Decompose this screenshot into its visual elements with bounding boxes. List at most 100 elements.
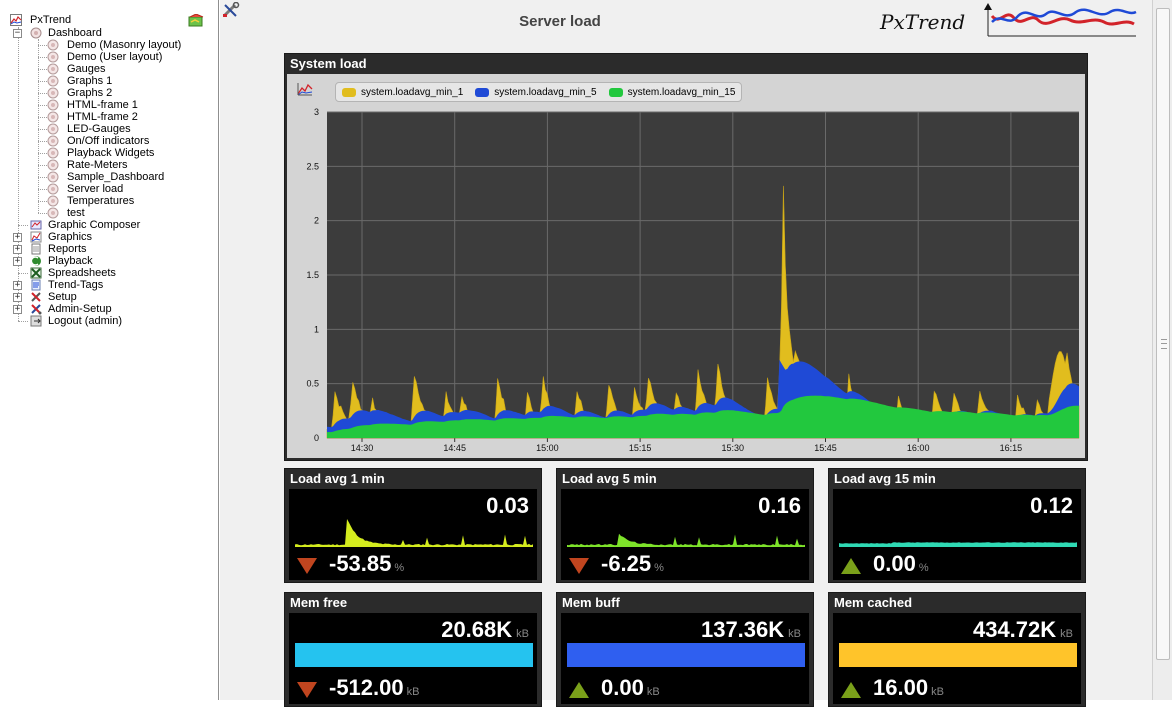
y-tick-label: 1.5: [306, 270, 319, 280]
widget-title: Load avg 5 min: [562, 471, 657, 486]
dashboard-item[interactable]: On/Off indicators: [38, 135, 208, 147]
widget-value-text: 0.12: [1030, 493, 1073, 518]
dashboard-item[interactable]: Gauges: [38, 63, 208, 75]
widget-mem-cached: Mem cached 434.72K kB 16.00 kB: [828, 592, 1086, 707]
tree-connector: [38, 93, 47, 94]
graphic-composer-icon: [30, 220, 42, 230]
refresh-icon[interactable]: [188, 14, 204, 27]
sidebar-item-spreadsheets[interactable]: Spreadsheets: [13, 267, 213, 279]
dashboard-page-icon: [47, 39, 59, 51]
collapse-toggle-icon[interactable]: −: [13, 28, 22, 38]
tree-item-dashboard[interactable]: − Dashboard: [13, 27, 213, 39]
x-tick-label: 15:15: [629, 443, 652, 453]
sidebar-item-setup[interactable]: + Setup: [13, 291, 213, 303]
sidebar-item-logout-admin[interactable]: Logout (admin): [13, 315, 213, 327]
spreadsheets-icon: [30, 267, 42, 279]
trend-down-icon: [569, 558, 589, 574]
dashboard-item[interactable]: Demo (User layout): [38, 51, 208, 63]
sidebar-item-graphics[interactable]: + Graphics: [13, 231, 213, 243]
pxtrend-icon: [10, 14, 22, 26]
dashboard-item[interactable]: Graphs 2: [38, 87, 208, 99]
chart-options-icon[interactable]: [297, 82, 313, 96]
expand-toggle-icon[interactable]: +: [13, 304, 22, 314]
dashboard-page-icon: [47, 87, 59, 99]
dashboard-item[interactable]: Server load: [38, 183, 208, 195]
widget-title: Load avg 1 min: [290, 471, 385, 486]
widget-value: 0.16: [758, 493, 801, 519]
dashboard-item[interactable]: Temperatures: [38, 195, 208, 207]
dashboard-item-label: HTML-frame 2: [67, 111, 138, 123]
dashboard-page-icon: [47, 195, 59, 207]
expand-toggle-icon[interactable]: +: [13, 292, 22, 302]
widget-load-avg-5-min: Load avg 5 min 0.16 -6.25%: [556, 468, 814, 583]
dashboard-item[interactable]: HTML-frame 1: [38, 99, 208, 111]
sparkline-area: [839, 542, 1077, 547]
widget-delta-text: 0.00: [873, 551, 916, 576]
widget-body: 0.12 0.00%: [833, 489, 1081, 580]
sidebar-item-label: Graphic Composer: [48, 219, 141, 231]
legend-label: system.loadavg_min_1: [361, 86, 464, 98]
dashboard-icon: [30, 27, 42, 39]
legend-item[interactable]: system.loadavg_min_5: [475, 87, 597, 98]
sidebar-item-label: Setup: [48, 291, 77, 303]
legend-item[interactable]: system.loadavg_min_15: [608, 87, 735, 98]
main-content: Server load PxTrend System load 0 0.5 1 1.5…: [220, 0, 1152, 707]
legend-swatch: [475, 87, 490, 97]
sparkline-area: [295, 519, 533, 547]
expand-toggle-icon[interactable]: +: [13, 256, 22, 266]
widget-load-avg-1-min: Load avg 1 min 0.03 -53.85%: [284, 468, 542, 583]
tree-connector: [38, 153, 47, 154]
dashboard-item[interactable]: Sample_Dashboard: [38, 171, 208, 183]
dashboard-page-icon: [47, 171, 59, 183]
expand-toggle-icon[interactable]: +: [13, 280, 22, 290]
tree-connector: [38, 129, 47, 130]
memory-bar-track: [839, 643, 1077, 667]
system-load-chart: 0 0.5 1 1.5 2 2.5 3 14:30 14:45 15:00 15:15 15:30 15…: [306, 107, 1080, 453]
tree-connector: [18, 225, 28, 226]
tools-icon[interactable]: [222, 2, 240, 18]
tree-root-label: PxTrend: [30, 14, 72, 26]
widget-title: Load avg 15 min: [834, 471, 936, 486]
vertical-scrollbar[interactable]: [1152, 0, 1172, 700]
tree-connector: [38, 105, 47, 106]
widget-title: Mem cached: [834, 595, 913, 610]
dashboard-item-label: Graphs 2: [67, 87, 113, 99]
dashboard-item-label: Playback Widgets: [67, 147, 155, 159]
widget-body: 434.72K kB 16.00 kB: [833, 613, 1081, 704]
playback-icon: [30, 256, 41, 266]
dashboard-item[interactable]: Playback Widgets: [38, 147, 208, 159]
dashboard-page-icon: [47, 63, 59, 75]
dashboard-item[interactable]: Demo (Masonry layout): [38, 39, 208, 51]
tree-connector: [38, 141, 47, 142]
widget-unit: kB: [788, 628, 801, 640]
dashboard-page-icon: [47, 51, 59, 63]
dashboard-item[interactable]: Graphs 1: [38, 75, 208, 87]
tree-root[interactable]: PxTrend: [8, 14, 208, 26]
x-tick-label: 15:45: [814, 443, 837, 453]
widget-delta-text: -53.85: [329, 551, 392, 576]
memory-bar-fill: [839, 643, 1077, 667]
x-tick-label: 16:00: [907, 443, 930, 453]
sidebar-item-graphic-composer[interactable]: Graphic Composer: [13, 219, 213, 231]
dashboard-item[interactable]: Rate-Meters: [38, 159, 208, 171]
dashboard-item[interactable]: HTML-frame 2: [38, 111, 208, 123]
tree-connector: [38, 189, 47, 190]
trend-up-icon: [569, 682, 589, 698]
sidebar-item-trend-tags[interactable]: + Trend-Tags: [13, 279, 213, 291]
sidebar-item-reports[interactable]: + Reports: [13, 243, 213, 255]
legend-item[interactable]: system.loadavg_min_1: [342, 87, 463, 98]
setup-icon: [31, 292, 41, 302]
sidebar-item-playback[interactable]: + Playback: [13, 255, 213, 267]
sidebar-item-admin-setup[interactable]: + Admin-Setup: [13, 303, 213, 315]
scrollbar-thumb[interactable]: [1156, 8, 1170, 660]
dashboard-item[interactable]: test: [38, 207, 208, 219]
tree-item-label: Dashboard: [48, 27, 102, 39]
dashboard-item[interactable]: LED-Gauges: [38, 123, 208, 135]
dashboard-item-label: Temperatures: [67, 195, 135, 207]
widget-delta: -53.85%: [329, 551, 404, 577]
expand-toggle-icon[interactable]: +: [13, 232, 22, 242]
tree-guide-line: [18, 27, 19, 321]
sparkline: [567, 533, 805, 547]
widget-unit: kB: [516, 628, 529, 640]
expand-toggle-icon[interactable]: +: [13, 244, 22, 254]
